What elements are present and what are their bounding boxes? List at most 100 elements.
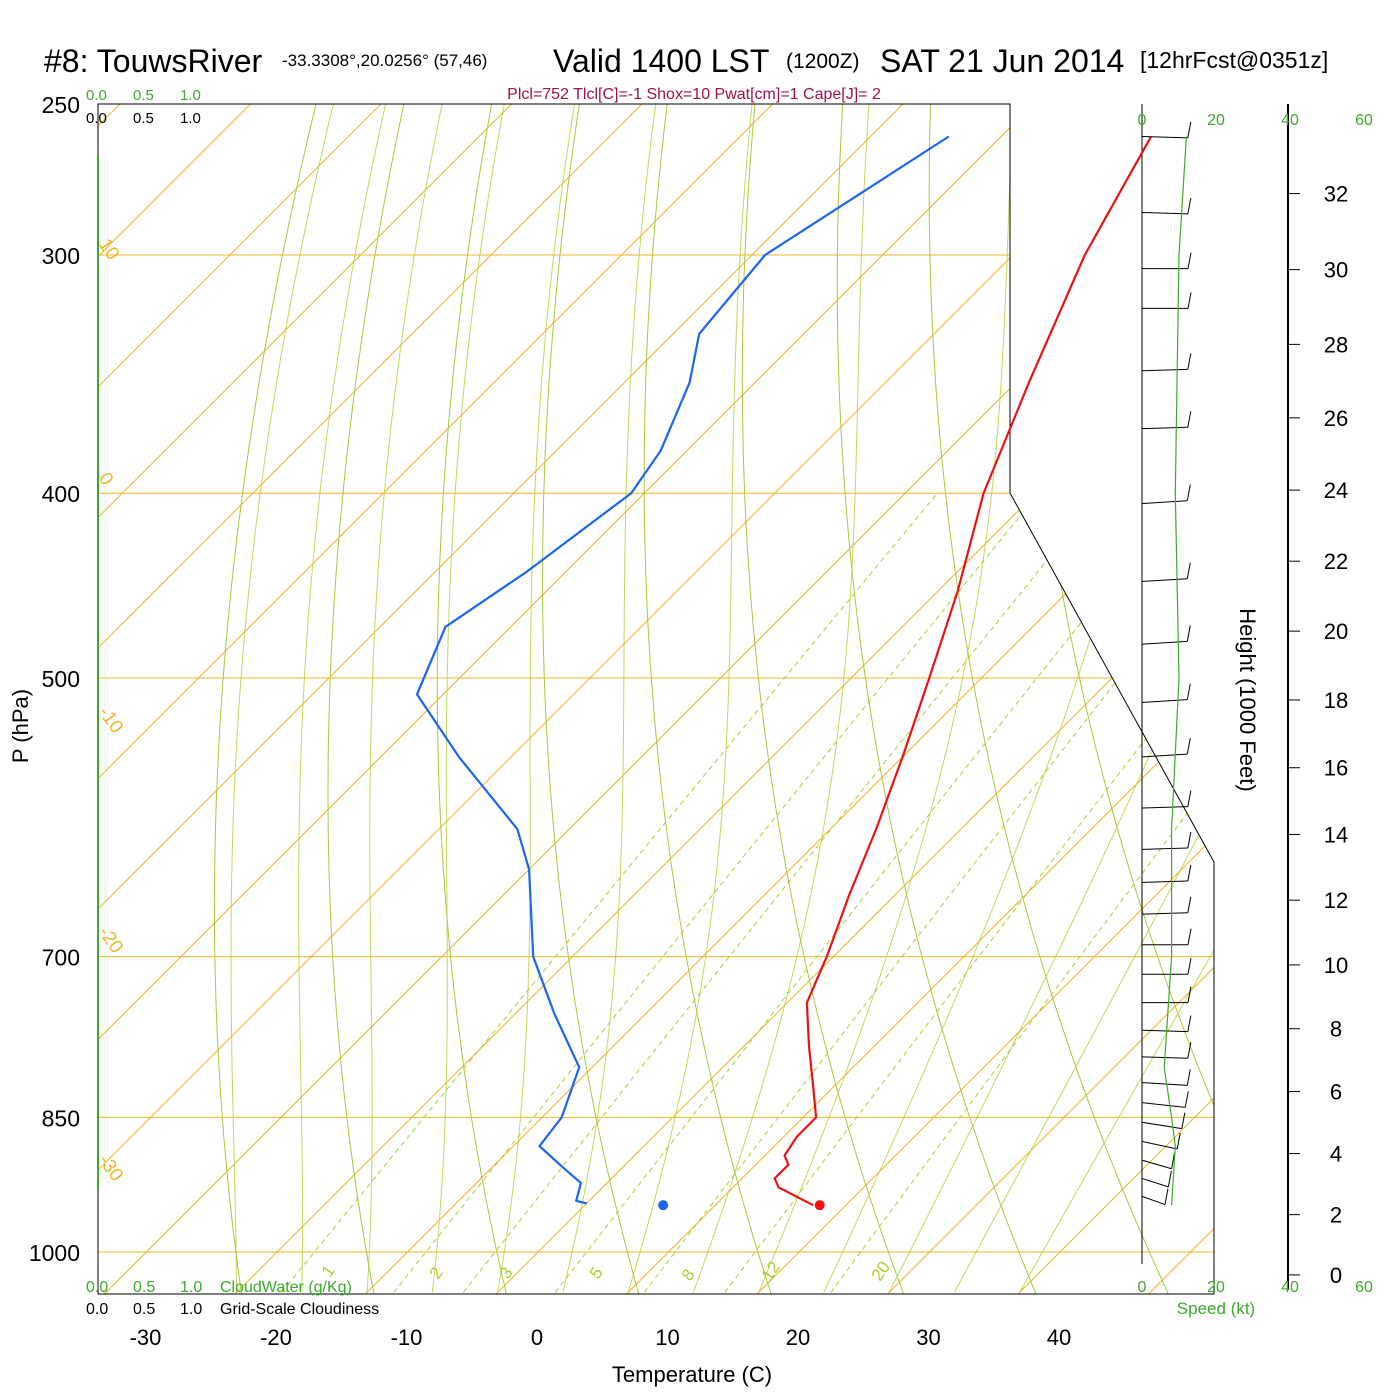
dry-adiabat-line xyxy=(327,104,412,1294)
height-tick-label: 28 xyxy=(1324,332,1348,357)
speed-tick-bottom: 0 xyxy=(1138,1279,1147,1296)
wind-barb-flag xyxy=(1187,353,1192,370)
pressure-tick-label: 850 xyxy=(42,1105,80,1131)
wind-barb xyxy=(1141,1177,1169,1188)
height-tick-label: 18 xyxy=(1324,688,1348,713)
speed-tick-top: 60 xyxy=(1355,112,1373,129)
mixing-ratio-line xyxy=(462,492,1102,1293)
moist-adiabat-line xyxy=(627,104,753,1293)
wind-barb-flag xyxy=(1187,411,1192,428)
title-valid: Valid 1400 LST xyxy=(553,43,769,79)
wind-barb xyxy=(1141,1102,1186,1108)
wind-barb-flag xyxy=(1171,1152,1176,1169)
cloud-bottom-green-2: 1.0 xyxy=(180,1279,202,1296)
isotherm-line xyxy=(589,104,1214,1294)
title-forecast: [12hrFcst@0351z] xyxy=(1140,47,1328,73)
height-tick-label: 4 xyxy=(1330,1142,1342,1167)
title-station: #8: TouwsRiver xyxy=(44,43,263,79)
wind-barb-flag xyxy=(1187,121,1192,138)
wind-barb-flag xyxy=(1186,1069,1191,1086)
height-tick-label: 0 xyxy=(1330,1263,1342,1288)
surface-temperature-dot xyxy=(814,1200,825,1211)
x-tick-label: 0 xyxy=(531,1325,543,1350)
wind-barb xyxy=(1141,1195,1166,1206)
mixing-ratio-line xyxy=(830,492,1214,1293)
cloud-scale-bottom: 0.0 0.5 1.0 CloudWater (g/Kg) 0.0 0.5 1.… xyxy=(86,1279,379,1318)
speed-tick-top: 0 xyxy=(1138,112,1147,129)
cloud-top-black-1: 0.5 xyxy=(133,110,154,127)
mixing-ratio-line xyxy=(643,492,1214,1293)
cloud-top-green-2: 1.0 xyxy=(180,87,201,104)
cloudiness-label: Grid-Scale Cloudiness xyxy=(220,1301,379,1318)
wind-barb xyxy=(1141,426,1188,430)
wind-barb-flag xyxy=(1187,831,1192,849)
height-tick-label: 30 xyxy=(1324,258,1348,283)
wind-barb xyxy=(1141,806,1188,809)
speed-axis-title: Speed (kt) xyxy=(1177,1299,1255,1318)
speed-tick-top: 20 xyxy=(1207,112,1225,129)
cloud-bottom-black-0: 0.0 xyxy=(86,1301,108,1318)
moist-adiabat-line xyxy=(692,104,870,1293)
height-tick-label: 2 xyxy=(1330,1203,1342,1228)
wind-barb xyxy=(1141,1140,1178,1150)
params-line: Plcl=752 Tlcl[C]=-1 Shox=10 Pwat[cm]=1 C… xyxy=(507,86,881,103)
isotherm-line xyxy=(98,104,546,1294)
x-tick-label: 20 xyxy=(786,1325,810,1350)
height-tick-label: 22 xyxy=(1324,549,1348,574)
profiles xyxy=(415,135,1153,1211)
grid: 100-10-20-300102030123581220 xyxy=(98,104,1214,1294)
moist-adiabat-line xyxy=(758,104,1014,1293)
height-tick-label: 6 xyxy=(1330,1080,1342,1105)
surface-dewpoint-dot xyxy=(658,1200,669,1211)
height-tick-label: 12 xyxy=(1324,888,1348,913)
speed-tick-bottom: 20 xyxy=(1207,1279,1225,1296)
x-tick-label: -20 xyxy=(260,1325,292,1350)
wind-barb-flag xyxy=(1187,790,1192,807)
dry-adiabat-line xyxy=(741,104,919,1294)
wind-barb-flag xyxy=(1187,958,1192,975)
wind-barb xyxy=(1141,1029,1188,1033)
wind-barb-flag xyxy=(1181,1112,1186,1129)
cloud-bottom-black-2: 1.0 xyxy=(180,1301,202,1318)
title-zulu: (1200Z) xyxy=(786,50,860,73)
mixing-ratio-line xyxy=(724,492,1214,1293)
temperature-line xyxy=(773,135,1153,1207)
wind-barb-flag xyxy=(1187,986,1192,1003)
wind-barb xyxy=(1141,847,1188,850)
isotherm-line xyxy=(98,104,938,1294)
pressure-tick-label: 500 xyxy=(42,666,80,692)
speed-tick-top: 40 xyxy=(1281,112,1299,129)
dry-adiabat-line xyxy=(836,104,1053,1294)
dry-adiabat-line xyxy=(213,104,325,1294)
x-tick-label: 30 xyxy=(916,1325,940,1350)
pressure-tick-label: 400 xyxy=(42,481,80,507)
x-tick-label: 10 xyxy=(655,1325,679,1350)
pressure-tick-label: 700 xyxy=(42,945,80,971)
wind-barb xyxy=(1141,640,1188,645)
isotherm-line xyxy=(850,104,1214,1294)
wind-barb xyxy=(1141,912,1188,915)
cloud-scale-top: 0.0 0.5 1.0 0.0 0.5 1.0 xyxy=(86,87,201,127)
dry-adiabat-line xyxy=(643,104,784,1294)
wind-speed xyxy=(1163,136,1187,1206)
moist-adiabat-line xyxy=(953,104,1214,1293)
wind-barb-flag xyxy=(1186,562,1191,579)
wind-barb xyxy=(1141,1121,1182,1130)
isotherm-line xyxy=(98,104,1199,1294)
height-tick-label: 10 xyxy=(1324,953,1348,978)
isotherm-line xyxy=(458,104,1214,1294)
moist-adiabat-line xyxy=(366,104,443,1293)
wind-barb xyxy=(1141,1082,1188,1086)
plot-frame xyxy=(97,103,1215,1295)
isotherm-line xyxy=(719,104,1214,1294)
dry-adiabat-line xyxy=(928,104,1187,1294)
wind-barb-flag xyxy=(1187,1042,1192,1059)
dewpoint-line xyxy=(415,135,950,1205)
wind-barb xyxy=(1141,1159,1172,1170)
x-tick-label: 40 xyxy=(1047,1325,1071,1350)
height-axis-title: Height (1000 Feet) xyxy=(1235,608,1260,791)
isotherm-line xyxy=(328,104,1214,1294)
wind-barb-flag xyxy=(1167,1170,1172,1187)
wind-barb-flag xyxy=(1186,683,1191,700)
